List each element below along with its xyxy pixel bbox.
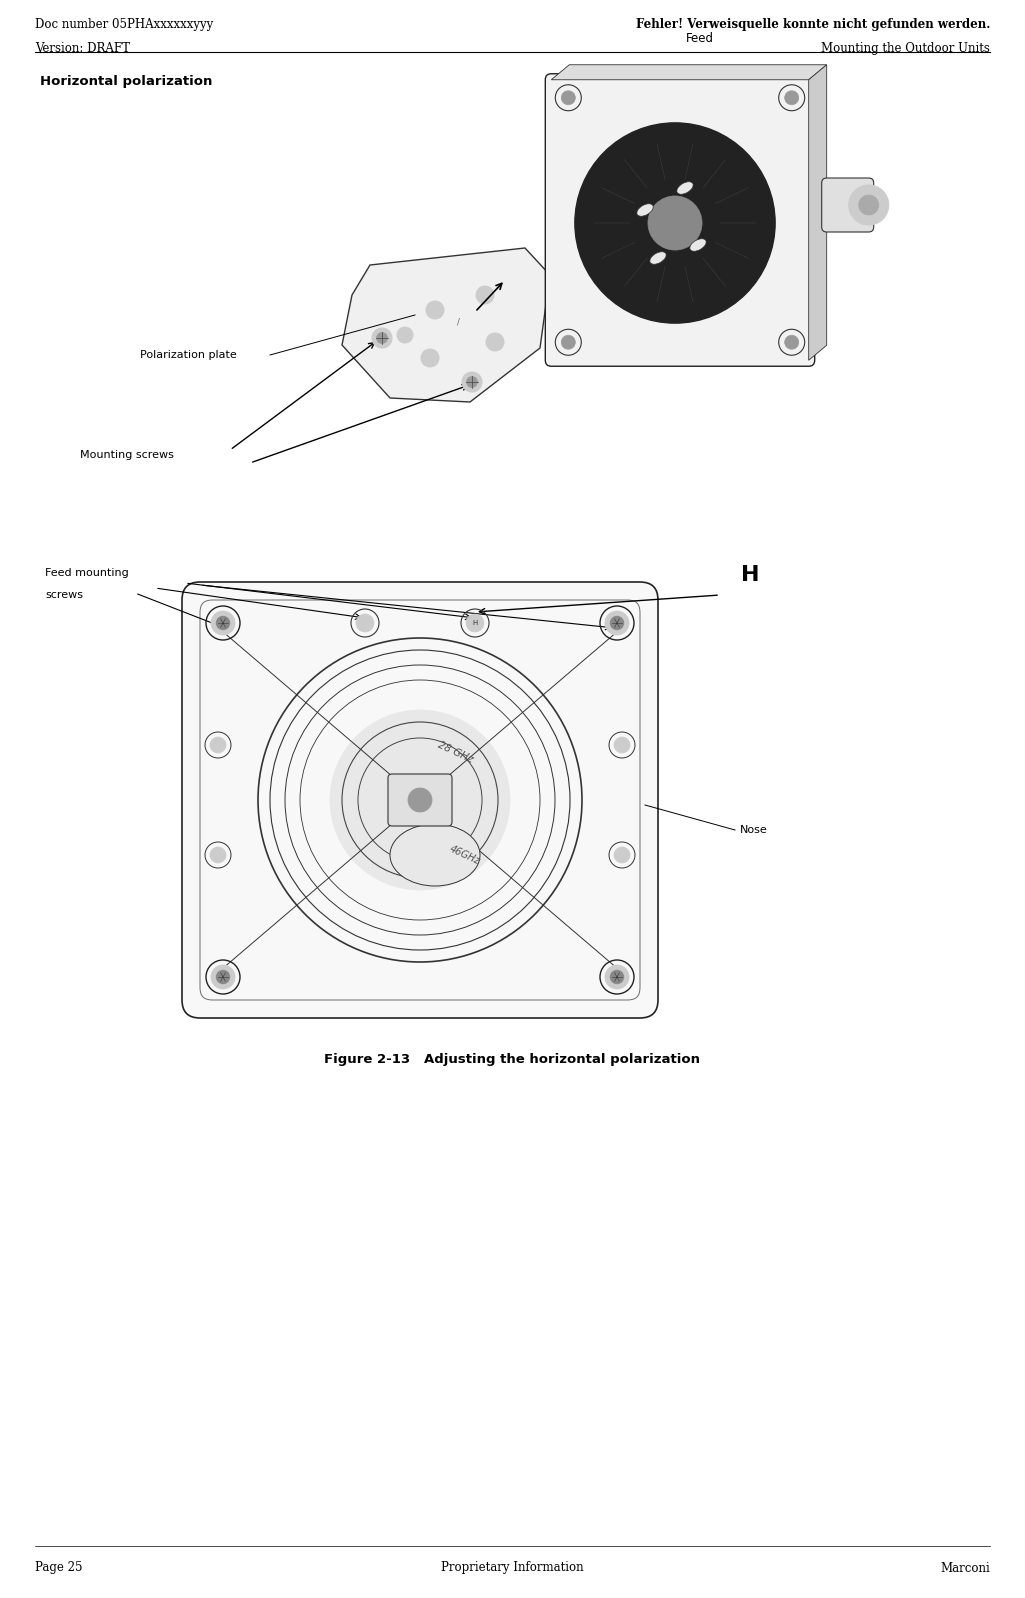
FancyBboxPatch shape (182, 582, 658, 1018)
Text: Figure 2-13   Adjusting the horizontal polarization: Figure 2-13 Adjusting the horizontal pol… (325, 1053, 700, 1066)
Circle shape (216, 617, 230, 630)
Circle shape (611, 970, 623, 983)
Circle shape (211, 610, 235, 634)
Circle shape (210, 737, 226, 753)
Circle shape (575, 123, 775, 323)
Ellipse shape (390, 825, 480, 885)
Circle shape (466, 614, 484, 631)
Text: Feed mounting: Feed mounting (45, 567, 129, 578)
Polygon shape (551, 66, 827, 80)
Text: H: H (473, 620, 478, 626)
FancyBboxPatch shape (388, 773, 452, 826)
Text: Proprietary Information: Proprietary Information (441, 1561, 584, 1574)
Circle shape (614, 847, 630, 863)
Circle shape (785, 336, 798, 350)
Circle shape (426, 300, 444, 320)
Text: 28 GHz: 28 GHz (436, 740, 475, 764)
Text: H: H (741, 566, 760, 585)
Ellipse shape (690, 238, 706, 251)
Text: Fehler! Verweisquelle konnte nicht gefunden werden.: Fehler! Verweisquelle konnte nicht gefun… (636, 18, 990, 30)
Text: 46GHz: 46GHz (448, 844, 482, 866)
Circle shape (408, 788, 432, 812)
Circle shape (849, 185, 889, 225)
Circle shape (462, 372, 482, 392)
Circle shape (486, 332, 504, 352)
Text: Mounting the Outdoor Units: Mounting the Outdoor Units (821, 42, 990, 54)
FancyBboxPatch shape (545, 74, 815, 366)
Text: Polarization plate: Polarization plate (140, 350, 237, 360)
Circle shape (376, 332, 387, 344)
Circle shape (466, 377, 478, 387)
Polygon shape (342, 248, 550, 403)
Circle shape (397, 328, 413, 344)
Text: Doc number 05PHAxxxxxxyyy: Doc number 05PHAxxxxxxyyy (35, 18, 213, 30)
Circle shape (210, 847, 226, 863)
Circle shape (605, 610, 629, 634)
Text: Page 25: Page 25 (35, 1561, 82, 1574)
Text: Version: DRAFT: Version: DRAFT (35, 42, 130, 54)
Text: Marconi: Marconi (940, 1561, 990, 1574)
Ellipse shape (676, 182, 693, 195)
Circle shape (605, 965, 629, 989)
Text: Mounting screws: Mounting screws (80, 451, 174, 460)
Circle shape (476, 286, 494, 304)
Circle shape (785, 91, 798, 105)
Circle shape (614, 737, 630, 753)
Circle shape (611, 617, 623, 630)
Text: screws: screws (45, 590, 83, 599)
Circle shape (211, 965, 235, 989)
FancyBboxPatch shape (822, 177, 873, 232)
Text: Horizontal polarization: Horizontal polarization (40, 75, 212, 88)
Text: Feed: Feed (686, 32, 714, 45)
Circle shape (356, 614, 374, 631)
Text: /: / (456, 318, 459, 326)
Circle shape (330, 710, 510, 890)
Circle shape (372, 328, 392, 348)
Ellipse shape (637, 205, 653, 216)
Text: Nose: Nose (740, 825, 768, 836)
Circle shape (648, 197, 702, 249)
Circle shape (562, 336, 575, 350)
Ellipse shape (650, 252, 666, 264)
Circle shape (421, 348, 439, 368)
Circle shape (562, 91, 575, 105)
Circle shape (859, 195, 878, 216)
Circle shape (216, 970, 230, 983)
Polygon shape (809, 66, 827, 360)
